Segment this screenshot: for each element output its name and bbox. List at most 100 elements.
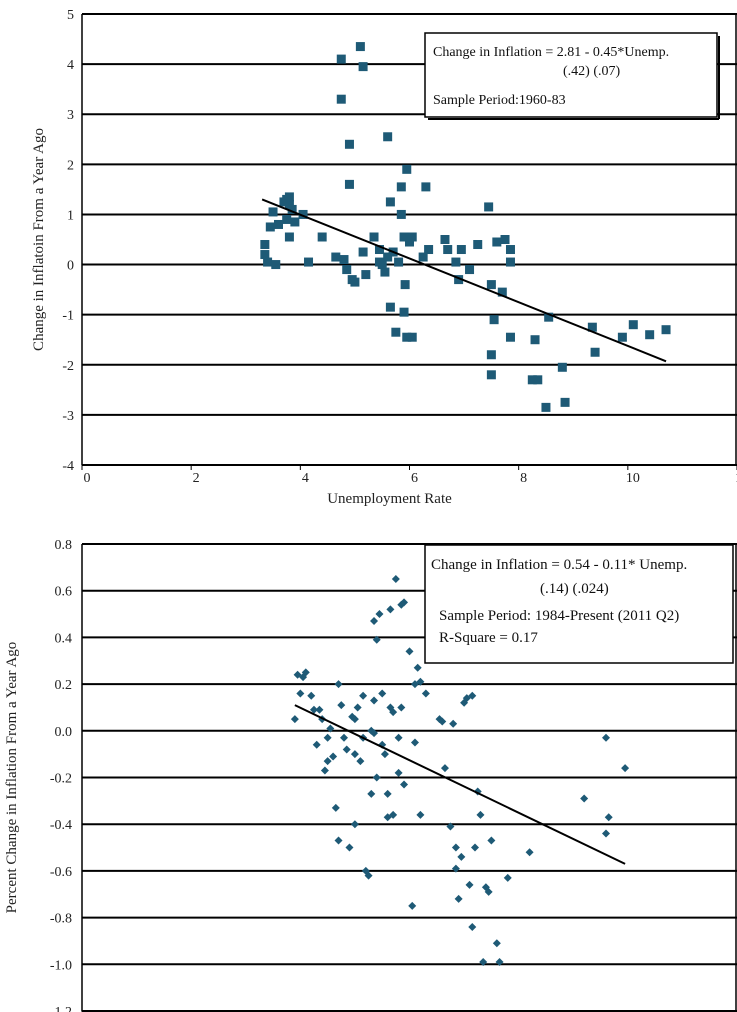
data-point bbox=[400, 280, 410, 290]
data-point bbox=[386, 703, 395, 712]
data-point bbox=[323, 733, 332, 742]
data-point bbox=[397, 703, 406, 712]
data-point bbox=[271, 260, 281, 270]
data-point bbox=[486, 370, 496, 380]
data-point bbox=[374, 245, 384, 255]
data-point bbox=[396, 209, 406, 219]
data-point bbox=[394, 733, 403, 742]
data-point bbox=[358, 247, 368, 257]
data-point bbox=[492, 939, 501, 948]
data-point bbox=[284, 192, 294, 202]
data-point bbox=[456, 245, 466, 255]
data-point bbox=[340, 733, 348, 742]
data-point bbox=[421, 689, 430, 698]
data-point bbox=[350, 277, 360, 287]
data-point bbox=[489, 315, 499, 325]
data-point bbox=[334, 836, 343, 845]
x-tick-label: 8 bbox=[520, 471, 527, 486]
data-point bbox=[282, 214, 292, 224]
data-point bbox=[284, 232, 294, 242]
data-point bbox=[378, 689, 387, 698]
data-point bbox=[353, 703, 362, 712]
data-point bbox=[451, 843, 460, 852]
data-point bbox=[440, 235, 450, 244]
y-tick-label: 0.0 bbox=[55, 725, 73, 740]
chart-bottom: -1.2-1.0-0.8-0.6-0.4-0.20.00.20.40.60.80… bbox=[4, 538, 737, 1012]
data-point bbox=[372, 773, 381, 782]
data-point bbox=[533, 375, 543, 385]
y-tick-label: -3 bbox=[62, 409, 74, 424]
data-point bbox=[356, 757, 365, 766]
data-point bbox=[457, 852, 466, 861]
data-point bbox=[312, 740, 321, 749]
y-axis-title: Percent Change in Inflation From a Year … bbox=[4, 642, 20, 914]
data-point bbox=[317, 232, 327, 242]
data-point bbox=[587, 322, 597, 332]
data-point bbox=[400, 780, 409, 789]
data-point bbox=[304, 257, 314, 267]
data-point bbox=[320, 766, 329, 775]
y-tick-label: -1.2 bbox=[50, 1005, 72, 1012]
data-point bbox=[274, 219, 283, 229]
y-tick-label: -4 bbox=[62, 459, 74, 474]
data-point bbox=[337, 701, 346, 710]
data-point bbox=[628, 320, 638, 330]
data-point bbox=[331, 803, 340, 812]
data-point bbox=[260, 250, 270, 260]
y-tick-label: 0.6 bbox=[55, 585, 73, 600]
data-point bbox=[418, 252, 428, 262]
data-point bbox=[336, 94, 346, 104]
annotation-box bbox=[424, 32, 718, 118]
data-point bbox=[525, 848, 534, 857]
y-tick-label: 3 bbox=[67, 108, 74, 123]
data-point bbox=[361, 866, 370, 875]
data-point bbox=[424, 245, 434, 255]
data-point bbox=[358, 62, 368, 72]
regression-line bbox=[294, 704, 626, 865]
data-point bbox=[402, 164, 412, 174]
data-point bbox=[391, 327, 401, 337]
data-point bbox=[370, 696, 379, 705]
data-point bbox=[344, 139, 354, 149]
data-point bbox=[399, 307, 409, 317]
data-point bbox=[505, 245, 515, 255]
data-point bbox=[389, 810, 398, 819]
data-point bbox=[454, 894, 463, 903]
data-point bbox=[339, 255, 349, 265]
data-point bbox=[621, 764, 630, 773]
data-point bbox=[342, 265, 352, 275]
x-tick-label: 0 bbox=[84, 471, 91, 486]
data-point bbox=[329, 752, 338, 761]
data-point bbox=[454, 275, 464, 285]
data-point bbox=[399, 232, 409, 242]
data-point bbox=[407, 332, 417, 342]
data-point bbox=[486, 350, 496, 360]
y-tick-label: -0.2 bbox=[50, 772, 72, 787]
data-point bbox=[405, 647, 414, 656]
y-tick-label: -0.8 bbox=[50, 912, 72, 927]
data-point bbox=[298, 209, 308, 219]
data-point bbox=[307, 691, 316, 700]
data-point bbox=[342, 745, 351, 754]
data-point bbox=[385, 302, 395, 312]
data-point bbox=[617, 332, 627, 342]
data-point bbox=[326, 724, 335, 733]
data-point bbox=[394, 768, 403, 777]
y-tick-label: 1 bbox=[67, 208, 74, 223]
x-tick-label: 10 bbox=[626, 471, 640, 486]
data-point bbox=[355, 42, 365, 52]
data-point bbox=[402, 332, 412, 342]
data-point bbox=[487, 836, 496, 845]
data-point bbox=[500, 235, 510, 244]
data-point bbox=[476, 810, 485, 819]
data-point bbox=[331, 252, 341, 262]
chart-top: -4-3-2-1012345024681012Unemployment Rate… bbox=[31, 8, 737, 507]
data-point bbox=[369, 232, 379, 242]
data-point bbox=[370, 617, 379, 626]
annotation-line1: Change in Inflation = 2.81 - 0.45*Unemp. bbox=[433, 45, 669, 60]
data-point bbox=[364, 871, 373, 880]
data-point bbox=[400, 598, 409, 607]
data-point bbox=[413, 663, 422, 672]
y-tick-label: -1 bbox=[62, 309, 74, 324]
data-point bbox=[530, 335, 540, 345]
